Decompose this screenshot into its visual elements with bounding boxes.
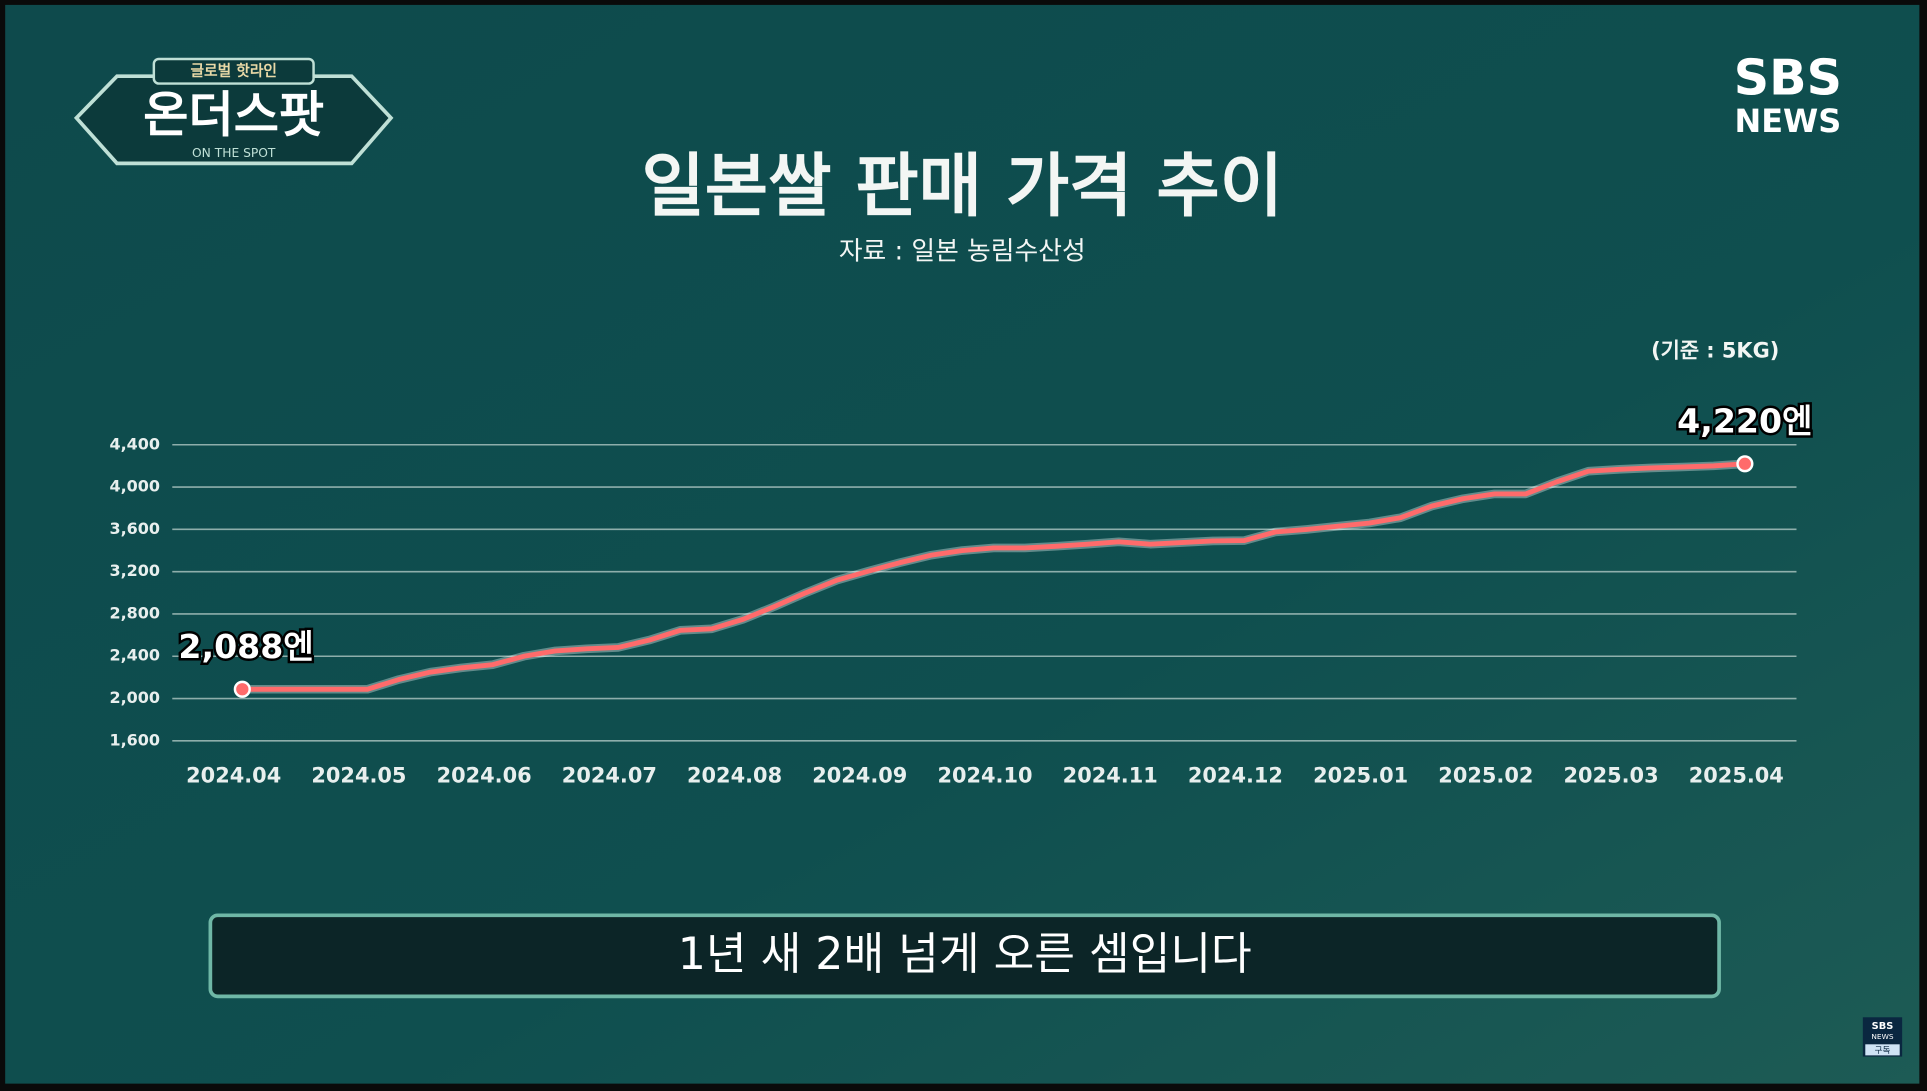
y-tick-label: 2,800 (109, 603, 160, 622)
logo: 글로벌 핫라인 온더스팟 ON THE SPOT (73, 57, 394, 166)
brand-news: NEWS (1735, 102, 1842, 140)
brand-sbs: SBS (1734, 49, 1842, 107)
y-tick-label: 1,600 (109, 730, 160, 749)
y-tick-label: 2,000 (109, 688, 160, 707)
chart-subtitle: 자료 : 일본 농림수산성 (839, 236, 1086, 266)
y-tick-label: 4,400 (109, 434, 160, 453)
x-tick-label: 2024.05 (311, 763, 406, 787)
plot: 1,600 2,000 2,400 2,800 3,200 3,600 4,000 4,400… (109, 399, 1815, 787)
x-tick-label: 2024.04 (186, 763, 281, 787)
caption-box: 1년 새 2배 넘게 오른 셈입니다 (208, 913, 1721, 999)
x-tick-label: 2024.07 (562, 763, 657, 787)
background (5, 4, 1920, 1084)
subscribe-label[interactable]: 구독 (1875, 1045, 1891, 1056)
y-tick-label: 2,400 (109, 646, 160, 665)
logo-top: 글로벌 핫라인 (190, 61, 276, 79)
value-label: 4,220엔 (1677, 402, 1812, 441)
subscribe-button[interactable] (1865, 1044, 1900, 1056)
subscribe-sbs: SBS (1872, 1021, 1894, 1032)
x-tick-label: 2025.01 (1313, 763, 1408, 787)
x-tick-label: 2025.04 (1689, 763, 1784, 787)
x-tick-label: 2024.08 (687, 763, 782, 787)
y-tick-label: 3,600 (109, 519, 160, 538)
caption-frame (208, 913, 1721, 999)
x-tick-label: 2024.06 (437, 763, 532, 787)
line (242, 461, 1746, 692)
y-tick-label: 3,200 (109, 561, 160, 580)
logo-frame (73, 74, 394, 166)
x-tick-label: 2024.11 (1063, 763, 1158, 787)
point (233, 680, 251, 698)
x-tick-label: 2024.12 (1188, 763, 1283, 787)
unit-note: (기준 : 5KG) (1651, 338, 1779, 362)
subscribe-badge: SBS NEWS 구독 (1862, 1017, 1903, 1057)
point (1736, 455, 1754, 473)
chart-title: 일본쌀 판매 가격 추이 (642, 146, 1284, 226)
caption: 1년 새 2배 넘게 오른 셈입니다 (678, 929, 1252, 980)
x-tick-label: 2024.10 (937, 763, 1032, 787)
logo-tab (152, 57, 315, 85)
logo-sub: ON THE SPOT (192, 146, 276, 160)
value-label: 2,088엔 (178, 627, 313, 666)
y-tick-label: 4,000 (109, 477, 160, 496)
x-tick-label: 2025.02 (1438, 763, 1533, 787)
x-tick-label: 2025.03 (1564, 763, 1659, 787)
subscribe-news: NEWS (1871, 1032, 1893, 1041)
logo-name: 온더스팟 (143, 85, 324, 143)
x-tick-label: 2024.09 (812, 763, 907, 787)
